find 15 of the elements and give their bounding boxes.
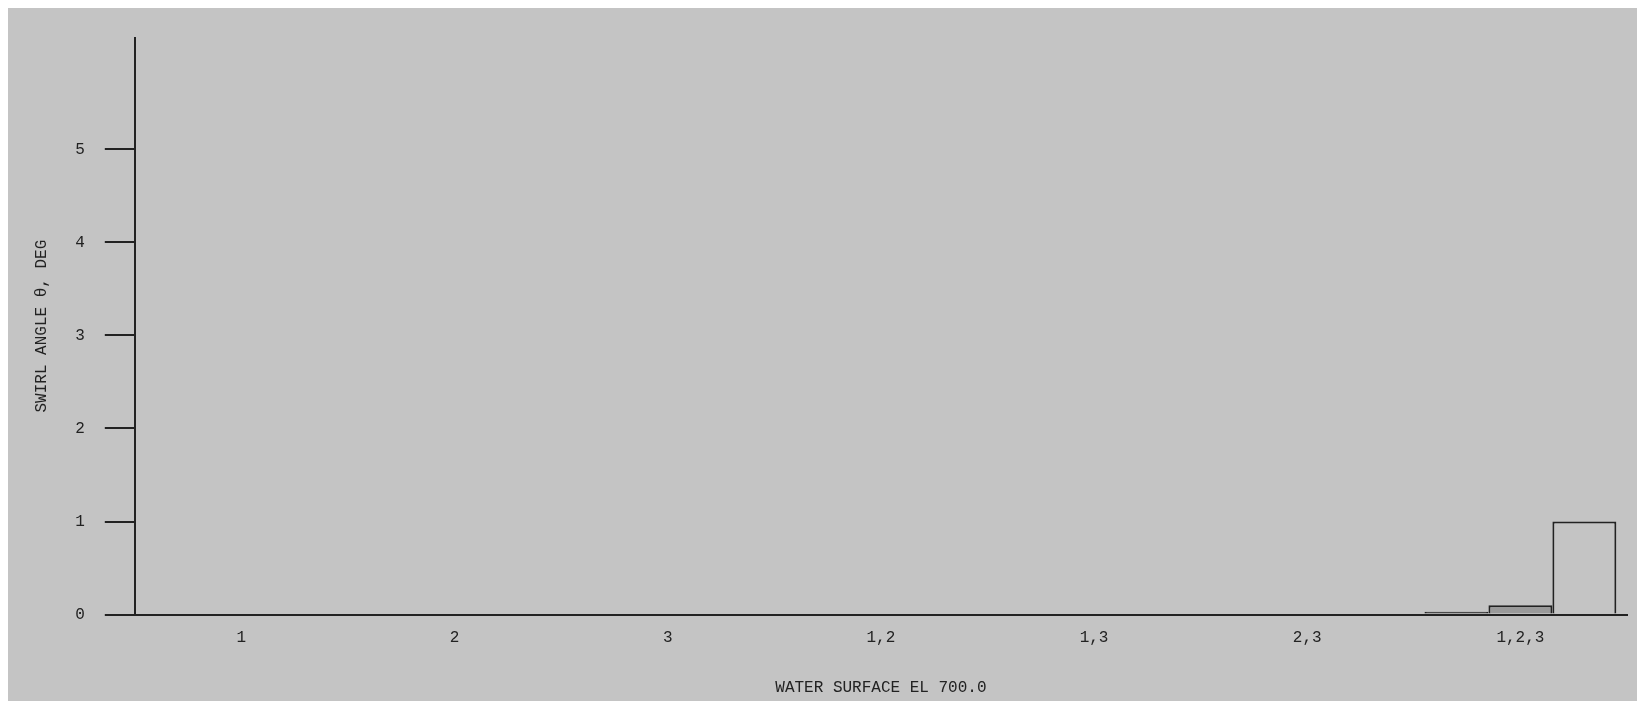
x-axis-title: WATER SURFACE EL 700.0 <box>775 678 987 697</box>
x-tick-label: 1 <box>236 629 247 648</box>
y-tick-label: 3 <box>75 326 85 345</box>
x-tick-label: 1,2 <box>866 629 896 648</box>
x-tick-label: 2 <box>449 629 460 648</box>
x-tick-label: 2,3 <box>1292 629 1322 648</box>
y-tick-label: 4 <box>75 233 85 252</box>
y-axis-title: SWIRL ANGLE θ, DEG <box>32 239 51 413</box>
x-tick-label: 3 <box>662 629 673 648</box>
x-tick-label: 1,3 <box>1079 629 1109 648</box>
x-tick-label: 1,2,3 <box>1496 629 1545 648</box>
y-tick-label: 5 <box>75 140 85 159</box>
y-tick-label: 1 <box>75 512 85 531</box>
y-tick-label: 2 <box>75 419 85 438</box>
y-tick-label: 0 <box>75 605 85 624</box>
